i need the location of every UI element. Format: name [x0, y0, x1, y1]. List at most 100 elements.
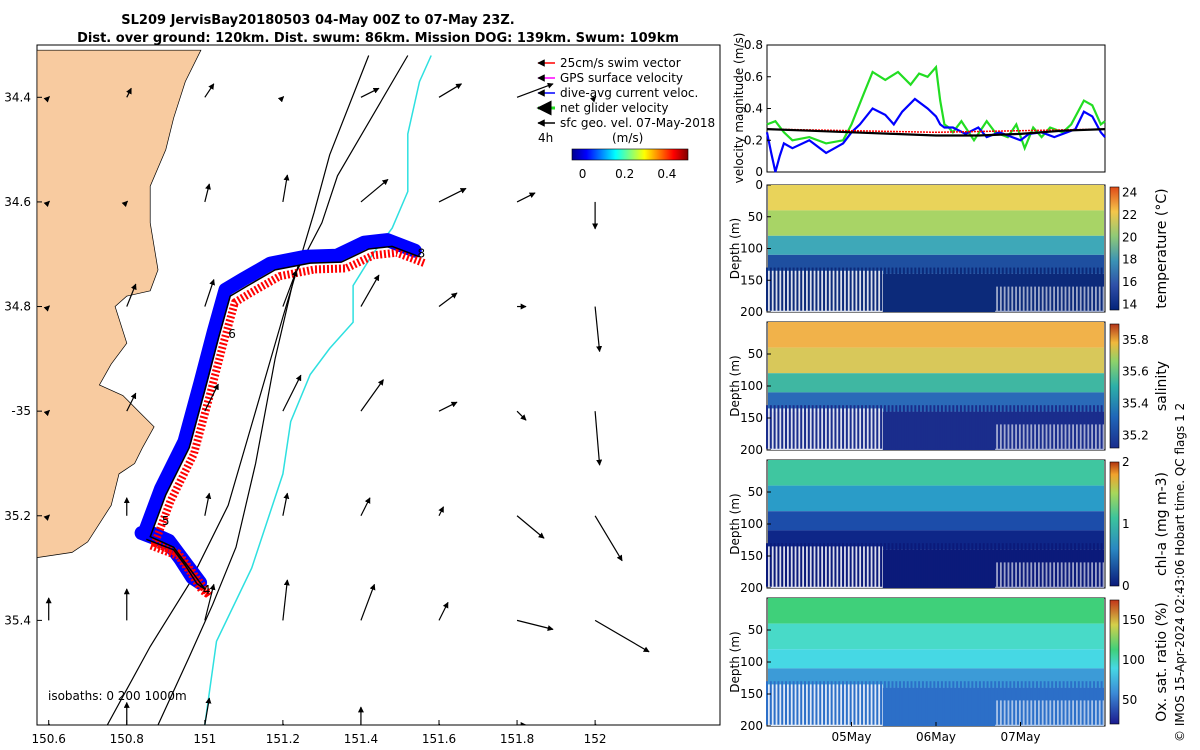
section-no-data: [995, 424, 1104, 450]
section-no-data: [768, 270, 883, 312]
colorbar-tick-label: 35.8: [1122, 333, 1149, 347]
colorbar-tick-label: 0: [1122, 579, 1130, 593]
section-no-data: [995, 286, 1104, 312]
map-y-tick-label: 34.8: [4, 300, 31, 314]
isobaths-label: isobaths: 0 200 1000m: [48, 689, 187, 703]
velocity-vector: [204, 83, 215, 98]
day-label: 8: [418, 246, 426, 260]
copyright-text: © IMOS 15-Apr-2024 02:43:06 Hobart time.…: [1173, 403, 1187, 742]
section-layer: [768, 598, 1104, 624]
colorbar-tick-label: 35.2: [1122, 428, 1149, 442]
colorbar-tick-label: 35.6: [1122, 365, 1149, 379]
section-layer: [768, 485, 1104, 512]
section-layer: [768, 210, 1104, 236]
section-y-tick-label: 150: [740, 687, 763, 701]
velocity-vector: [43, 96, 50, 103]
velocity-vector: [594, 306, 603, 353]
section-colorbar: [1109, 186, 1120, 311]
velocity-vector: [204, 492, 212, 516]
velocity-y-tick-label: 0.6: [744, 70, 763, 84]
velocity-vector: [516, 619, 554, 631]
legend-scale-label: 4h: [538, 131, 553, 145]
map-y-tick-label: 34.4: [4, 90, 31, 104]
velocity-y-tick-label: 0: [755, 165, 763, 179]
section-layer: [768, 235, 1104, 255]
section-panel: 50 100 150 200 Depth (m) 0 1 2 chl-a (mg m-3): [728, 455, 1170, 595]
map-x-tick-label: 150.8: [110, 732, 144, 746]
day-label: 5: [162, 514, 170, 528]
section-y-tick-label: 0: [755, 178, 763, 192]
velocity-vector: [43, 200, 50, 208]
velocity-vector: [277, 96, 285, 103]
colorbar-tick-label: 0.4: [657, 167, 676, 181]
colorbar-tick-label: 1: [1122, 517, 1130, 531]
velocity-vector: [360, 497, 371, 517]
section-y-tick-label: 150: [740, 411, 763, 425]
section-y-tick-label: 50: [748, 623, 763, 637]
velocity-series-line: [766, 128, 1106, 134]
velocity-vector: [516, 515, 545, 539]
velocity-vector: [126, 283, 137, 307]
section-layer: [768, 623, 1104, 650]
velocity-vector: [438, 83, 463, 98]
isobath-1000m: [204, 55, 432, 725]
glider-track-line: [146, 245, 420, 590]
velocity-vector: [438, 506, 445, 517]
map-x-ticks: 150.6 150.8 151 151.2 151.4 151.6 151.8 152: [32, 720, 607, 746]
map-x-tick-label: 151: [193, 732, 216, 746]
section-y-tick-label: 50: [748, 485, 763, 499]
velocity-vector: [126, 392, 137, 412]
colorbar-tick-label: 16: [1122, 275, 1137, 289]
figure-title-line1: SL209 JervisBay20180503 04-May 00Z to 07…: [121, 13, 514, 28]
velocity-frame: [766, 44, 1106, 173]
map-y-tick-label: 34.6: [4, 195, 31, 209]
velocity-vector: [43, 409, 50, 417]
velocity-ylabel: velocity magnitude (m/s): [732, 33, 746, 184]
velocity-vector: [438, 187, 467, 203]
velocity-vector: [360, 379, 384, 412]
velocity-y-tick-label: 0.2: [744, 133, 763, 147]
colorbar-tick-label: 100: [1122, 653, 1145, 667]
section-y-tick-label: 150: [740, 273, 763, 287]
section-no-data: [768, 546, 883, 588]
section-y-tick-label: 200: [740, 719, 763, 733]
colorbar-tick-label: 0: [579, 167, 587, 181]
map-x-tick-label: 151.2: [266, 732, 300, 746]
section-layer: [768, 373, 1104, 393]
section-y-tick-label: 50: [748, 347, 763, 361]
velocity-vector: [594, 411, 603, 466]
section-colorbar: [1109, 599, 1120, 725]
section-layer: [768, 668, 1104, 688]
sfc-geo-velocity-vectors: [43, 82, 650, 725]
section-colorbar-label: salinity: [1154, 361, 1170, 411]
velocity-vector: [360, 178, 389, 203]
velocity-vector: [282, 374, 302, 412]
isobath-200m: [157, 55, 409, 725]
section-ylabel: Depth (m): [728, 355, 742, 416]
colorbar-tick-label: 0.2: [615, 167, 634, 181]
day-label: 6: [228, 327, 236, 341]
section-panel: 50 100 150 200 Depth (m) 50 100 150 Ox. sat. rat…: [728, 597, 1170, 744]
map-x-tick-label: 151.4: [344, 732, 378, 746]
map-y-tick-label: 35.4: [4, 613, 31, 627]
speed-colorbar: [571, 148, 689, 161]
section-layer: [768, 649, 1104, 669]
colorbar-tick-label: 150: [1122, 613, 1145, 627]
velocity-vector: [516, 82, 554, 98]
velocity-vector: [594, 619, 650, 653]
velocity-vector: [204, 383, 219, 412]
section-layer: [768, 530, 1104, 550]
section-layer: [768, 185, 1104, 211]
velocity-vector: [43, 514, 50, 521]
velocity-vector: [282, 269, 298, 307]
section-y-tick-label: 50: [748, 210, 763, 224]
legend-label: 25cm/s swim vector: [560, 56, 681, 70]
section-colorbar: [1109, 461, 1120, 587]
land-polygon: [37, 49, 202, 558]
legend-label: net glider velocity: [560, 101, 668, 115]
section-layer: [768, 511, 1104, 531]
figure-title-line2: Dist. over ground: 120km. Dist. swum: 86…: [77, 31, 679, 46]
